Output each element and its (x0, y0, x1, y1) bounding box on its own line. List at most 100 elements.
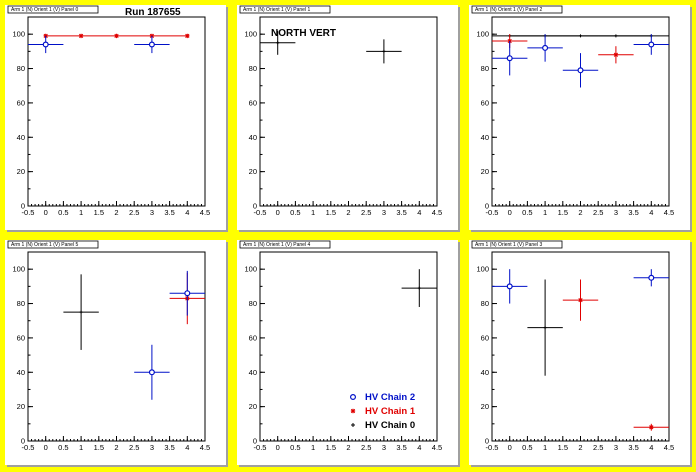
x-tick-label: 0.5 (522, 443, 532, 452)
y-tick-label: 100 (244, 265, 257, 274)
legend-circle-marker (350, 394, 357, 401)
y-tick-label: 0 (21, 202, 25, 211)
x-tick-label: 4 (417, 443, 421, 452)
legend-label: HV Chain 0 (365, 420, 415, 431)
y-tick-label: 60 (17, 98, 25, 107)
x-tick-label: 1.5 (326, 443, 336, 452)
x-tick-label: 2 (578, 208, 582, 217)
series-plus (260, 30, 402, 64)
x-tick-label: 3 (614, 208, 618, 217)
data-point (598, 34, 634, 38)
y-tick-label: 80 (249, 299, 257, 308)
circle-marker (42, 41, 49, 48)
star-marker (185, 33, 190, 39)
data-point (260, 30, 296, 55)
panel-title-box (239, 240, 331, 249)
data-point (63, 274, 99, 350)
x-tick-label: 3.5 (164, 443, 174, 452)
star-marker (613, 52, 619, 57)
y-tick-label: 0 (253, 202, 257, 211)
data-point (366, 39, 402, 64)
x-tick-label: 0.5 (290, 208, 300, 217)
panel-title: Arm 1 (N) Orient 1 (V) Panel 0 (11, 7, 78, 13)
x-tick-label: 0.5 (58, 443, 68, 452)
x-tick-label: 3.5 (396, 443, 406, 452)
x-tick-label: 1.5 (558, 443, 568, 452)
series-open-circle (492, 34, 669, 88)
y-tick-label: 0 (485, 202, 489, 211)
star-marker (578, 297, 583, 303)
series-open-circle (28, 35, 170, 54)
x-tick-label: 3 (150, 208, 154, 217)
plus-marker (79, 310, 83, 314)
plus-marker (276, 41, 280, 45)
circle-marker (648, 274, 655, 281)
series-star (562, 279, 669, 431)
x-tick-label: 1.5 (326, 208, 336, 217)
data-point (78, 33, 84, 39)
x-tick-label: -0.5 (22, 208, 35, 217)
y-tick-label: 60 (17, 333, 25, 342)
y-tick-label: 60 (249, 333, 257, 342)
panel-0: -0.5 0 0.5 1 1.5 2 2.5 3 3.5 4 4.5020406080100Arm … (5, 5, 228, 232)
x-tick-label: 4.5 (432, 443, 442, 452)
x-tick-label: -0.5 (22, 443, 35, 452)
series-plus (527, 279, 563, 376)
x-tick-label: 1.5 (94, 208, 104, 217)
star-marker (507, 38, 512, 44)
x-tick-label: 2.5 (129, 208, 139, 217)
x-tick-label: 2.5 (593, 208, 603, 217)
x-tick-label: 0 (44, 208, 48, 217)
panel-title-box (471, 240, 563, 249)
panel-1: -0.5 0 0.5 1 1.5 2 2.5 3 3.5 4 4.5020406080100Arm … (237, 5, 460, 232)
y-tick-label: 80 (481, 64, 489, 73)
circle-marker (577, 67, 584, 74)
y-tick-label: 20 (17, 167, 25, 176)
series-open-circle (134, 270, 205, 400)
star-marker (78, 33, 84, 39)
circle-marker (184, 290, 191, 297)
y-tick-label: 20 (481, 402, 489, 411)
panel-title: Arm 1 (N) Orient 1 (V) Panel 4 (243, 242, 310, 248)
y-tick-label: 40 (249, 368, 257, 377)
data-point (28, 35, 64, 54)
legend-entry: HV Chain 0 (351, 420, 415, 431)
data-point (633, 34, 669, 55)
panel-title-box (7, 240, 99, 249)
circle-marker (542, 44, 549, 51)
circle-marker (148, 369, 155, 376)
data-point (169, 270, 205, 316)
circle-marker (506, 283, 513, 290)
x-tick-label: 0.5 (58, 208, 68, 217)
star-marker (649, 425, 654, 430)
plus-marker (579, 34, 582, 38)
panel-2: -0.5 0 0.5 1 1.5 2 2.5 3 3.5 4 4.5020406080100Arm … (469, 5, 692, 232)
data-point (562, 34, 599, 38)
x-tick-label: 4 (185, 443, 189, 452)
y-tick-label: 40 (481, 368, 489, 377)
y-tick-label: 80 (17, 64, 25, 73)
y-tick-label: 40 (481, 133, 489, 142)
circle-marker (148, 41, 155, 48)
x-tick-label: 2.5 (593, 443, 603, 452)
x-tick-label: 2.5 (361, 443, 371, 452)
y-tick-label: 100 (12, 265, 25, 274)
data-point (185, 33, 190, 39)
x-tick-label: 2 (114, 208, 118, 217)
series-open-circle (492, 269, 669, 304)
y-tick-label: 60 (481, 333, 489, 342)
x-tick-label: 2 (578, 443, 582, 452)
data-point (492, 41, 528, 76)
x-tick-label: 4.5 (664, 208, 674, 217)
x-tick-label: -0.5 (254, 208, 267, 217)
y-tick-label: 80 (481, 299, 489, 308)
x-tick-label: 1 (311, 208, 315, 217)
panel-annotation: NORTH VERT (271, 28, 336, 39)
x-tick-label: 4 (649, 443, 653, 452)
plus-marker (417, 286, 421, 290)
data-point (562, 53, 599, 88)
x-tick-label: -0.5 (486, 208, 499, 217)
x-tick-label: 4.5 (200, 208, 210, 217)
x-tick-label: 4 (649, 208, 653, 217)
x-tick-label: 3.5 (628, 443, 638, 452)
